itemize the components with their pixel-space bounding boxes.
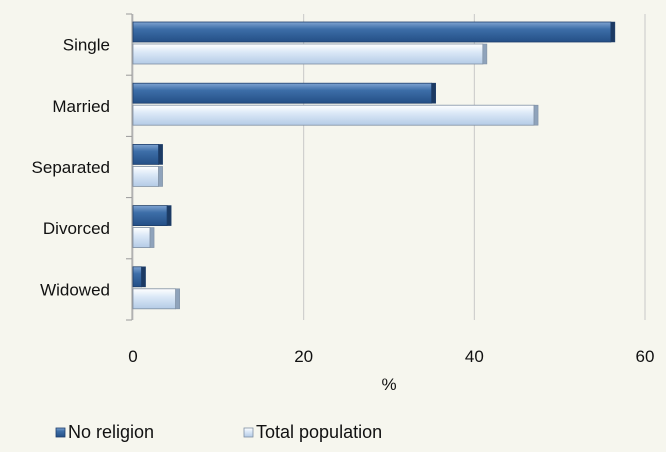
- bar-single-no-religion: [132, 21, 616, 43]
- category-label-widowed: Widowed: [40, 280, 110, 299]
- bar-face: [132, 205, 168, 227]
- bar-married-no-religion: [132, 82, 436, 104]
- bar-face: [132, 104, 535, 126]
- bar-side: [158, 144, 163, 165]
- legend-swatch-0: [55, 427, 66, 438]
- bar-side: [482, 43, 488, 65]
- x-tick-label: 0: [128, 347, 137, 366]
- bar-side: [166, 205, 172, 226]
- bar-side: [149, 227, 155, 248]
- bar-face: [132, 266, 142, 288]
- bar-side: [158, 166, 163, 187]
- category-label-married: Married: [52, 97, 110, 116]
- bar-side: [533, 104, 539, 126]
- x-tick-label: 20: [294, 347, 313, 366]
- legend-swatch-1: [243, 427, 254, 438]
- bar-face: [132, 143, 160, 165]
- bar-face: [132, 43, 484, 65]
- bar-face: [132, 165, 160, 187]
- bar-widowed-total-population: [132, 288, 180, 310]
- bar-side: [141, 266, 146, 288]
- x-tick-label: 40: [465, 347, 484, 366]
- bar-face: [132, 227, 151, 249]
- bar-face: [132, 288, 177, 310]
- legend-label-0: No religion: [68, 422, 154, 442]
- category-label-separated: Separated: [32, 158, 110, 177]
- bar-face: [132, 82, 433, 104]
- axes: 0 20 40 60 Single Married Separated Divorced Wid…: [32, 13, 655, 394]
- bar-widowed-no-religion: [132, 266, 146, 288]
- bar-divorced-no-religion: [132, 205, 172, 227]
- x-axis-title: %: [381, 375, 396, 394]
- bar-married-total-population: [132, 104, 539, 126]
- legend-label-1: Total population: [256, 422, 382, 442]
- bar-separated-no-religion: [132, 143, 163, 165]
- bar-divorced-total-population: [132, 227, 155, 249]
- bar-side: [175, 288, 180, 310]
- bar-side: [431, 82, 436, 104]
- bar-face: [132, 21, 612, 43]
- category-label-single: Single: [63, 36, 110, 55]
- bars: [132, 21, 616, 310]
- bar-separated-total-population: [132, 165, 163, 187]
- x-tick-label: 60: [636, 347, 655, 366]
- legend: No religion Total population: [55, 422, 382, 442]
- category-label-divorced: Divorced: [43, 219, 110, 238]
- bar-side: [610, 21, 616, 43]
- bar-single-total-population: [132, 43, 488, 65]
